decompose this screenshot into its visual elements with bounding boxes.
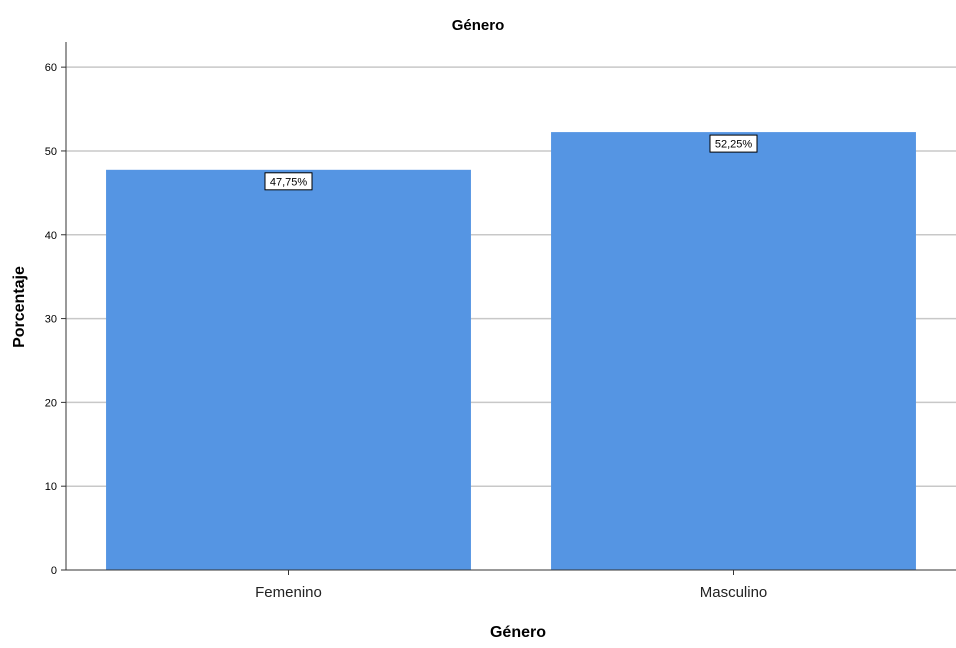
y-tick-label: 20 [45,397,57,409]
bar [106,169,471,571]
chart-title: Género [452,17,505,34]
data-labels: 47,75% 52,25% [264,134,758,191]
y-tick-label: 10 [45,481,57,493]
x-tick-label: Masculino [700,584,768,601]
data-label-box [264,172,313,191]
axes [65,42,956,571]
y-tick-label: 60 [45,62,57,74]
bars [106,132,916,571]
y-tick-label: 40 [45,230,57,242]
y-tick-label: 0 [51,565,57,577]
x-tick-labels: Femenino Masculino [255,570,767,601]
data-label: 47,75% [270,176,308,188]
y-tick-labels: 0 10 20 30 40 50 60 [45,62,66,577]
y-axis-title: Porcentaje [11,266,28,348]
data-label: 52,25% [715,139,753,151]
data-label-box [709,134,758,153]
x-tick-label: Femenino [255,584,322,601]
x-axis-title: Género [490,624,546,641]
bar [551,132,916,570]
y-tick-label: 30 [45,314,57,326]
y-tick-label: 50 [45,146,57,158]
